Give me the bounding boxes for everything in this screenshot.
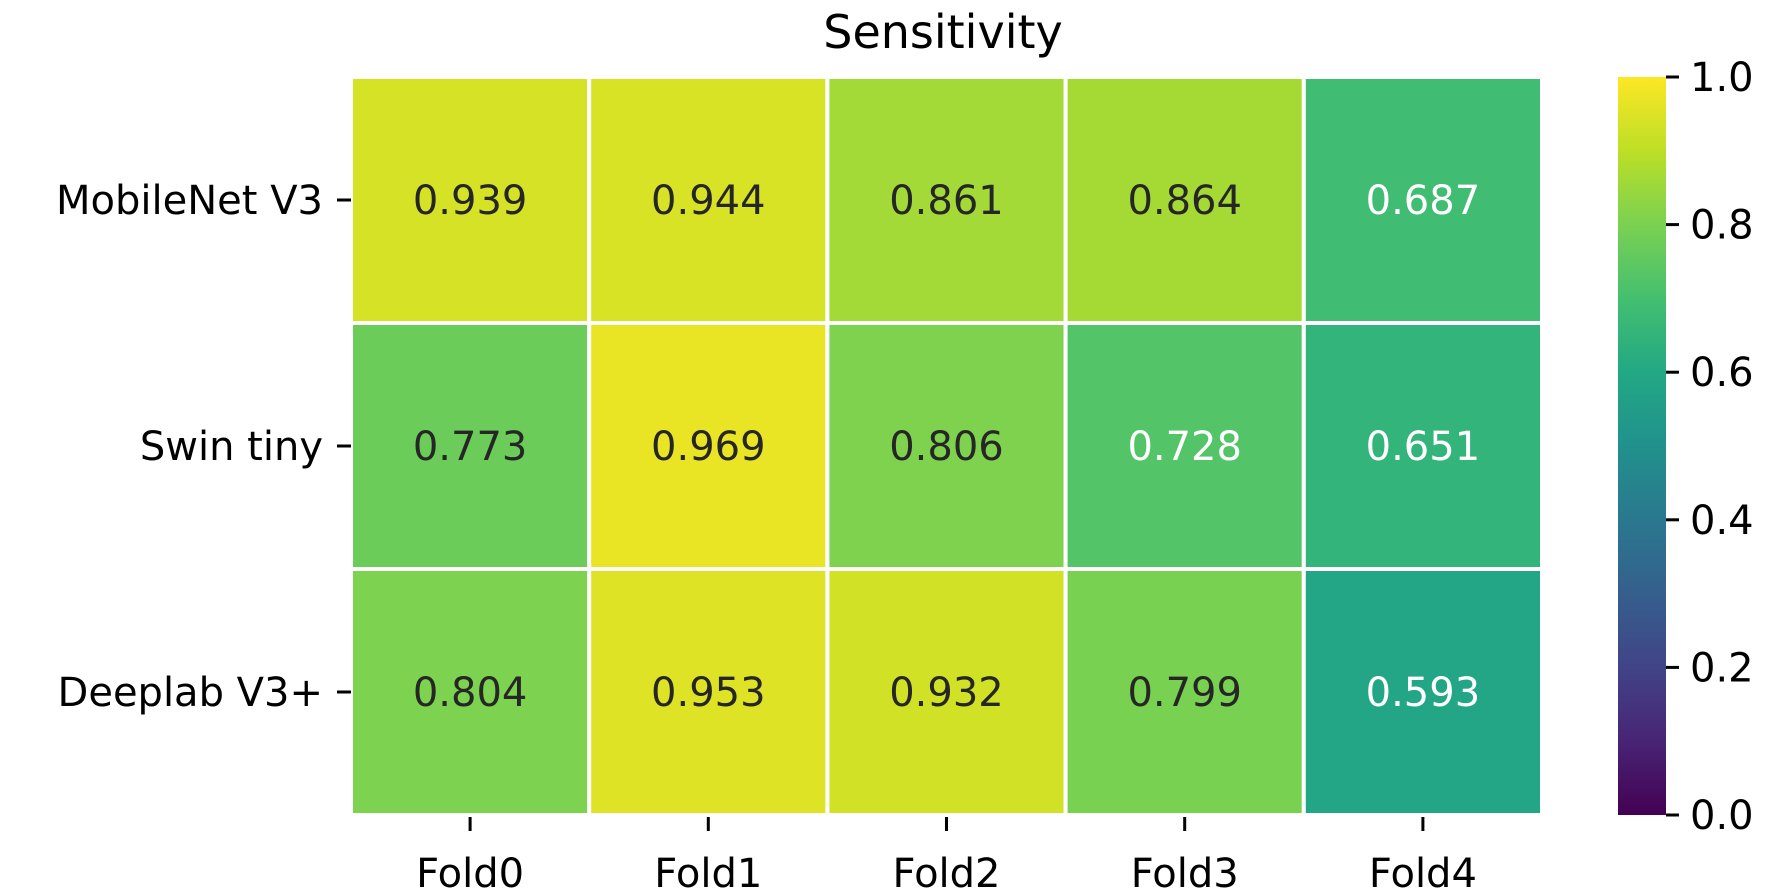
heatmap-cell <box>1301 321 1545 571</box>
colorbar-gradient <box>1618 77 1666 815</box>
heatmap-cell <box>825 567 1068 817</box>
heatmap-cell <box>587 75 830 325</box>
cell-value-label: 0.864 <box>1127 178 1242 224</box>
x-axis: Fold0 Fold1 Fold2 Fold3 Fold4 <box>416 817 1477 896</box>
cell-value-label: 0.944 <box>651 178 766 224</box>
heatmap-cell <box>349 75 592 325</box>
cell-value-label: 0.953 <box>651 670 766 716</box>
x-tick-label: Fold3 <box>1131 851 1239 896</box>
heatmap-cell <box>587 567 830 817</box>
cell-value-label: 0.728 <box>1127 424 1242 470</box>
heatmap-cell <box>825 321 1068 571</box>
x-tick-label: Fold4 <box>1369 851 1477 896</box>
cell-value-label: 0.861 <box>889 178 1004 224</box>
heatmap-cells <box>349 75 1545 817</box>
cell-value-label: 0.593 <box>1366 670 1481 716</box>
colorbar-tick-label: 0.6 <box>1690 350 1754 396</box>
cell-value-label: 0.687 <box>1366 178 1481 224</box>
cell-value-label: 0.969 <box>651 424 766 470</box>
colorbar-tick-label: 0.2 <box>1690 645 1754 691</box>
chart-title: Sensitivity <box>823 5 1062 59</box>
heatmap-cell <box>825 75 1068 325</box>
cell-value-label: 0.799 <box>1127 670 1242 716</box>
x-tick-label: Fold1 <box>654 851 762 896</box>
y-axis: MobileNet V3 Swin tiny Deeplab V3+ <box>56 178 351 716</box>
colorbar-tick-label: 1.0 <box>1690 55 1754 101</box>
cell-value-label: 0.806 <box>889 424 1004 470</box>
y-tick-label: Deeplab V3+ <box>58 670 323 716</box>
cell-value-label: 0.651 <box>1366 424 1481 470</box>
heatmap-cell <box>1063 567 1306 817</box>
heatmap-cell <box>1301 567 1545 817</box>
y-tick-label: Swin tiny <box>140 424 323 470</box>
colorbar-tick-label: 0.4 <box>1690 498 1754 544</box>
heatmap-value-labels: 0.939 0.944 0.861 0.864 0.687 0.773 0.969 0.806… <box>413 178 1480 716</box>
x-tick-label: Fold0 <box>416 851 524 896</box>
cell-value-label: 0.804 <box>413 670 528 716</box>
cell-value-label: 0.932 <box>889 670 1004 716</box>
y-tick-label: MobileNet V3 <box>56 178 323 224</box>
cell-value-label: 0.773 <box>413 424 528 470</box>
colorbar-tick-label: 0.8 <box>1690 203 1754 249</box>
x-tick-label: Fold2 <box>892 851 1000 896</box>
colorbar: 0.0 0.2 0.4 0.6 0.8 1.0 <box>1618 55 1754 839</box>
cell-value-label: 0.939 <box>413 178 528 224</box>
colorbar-tick-label: 0.0 <box>1690 793 1754 839</box>
